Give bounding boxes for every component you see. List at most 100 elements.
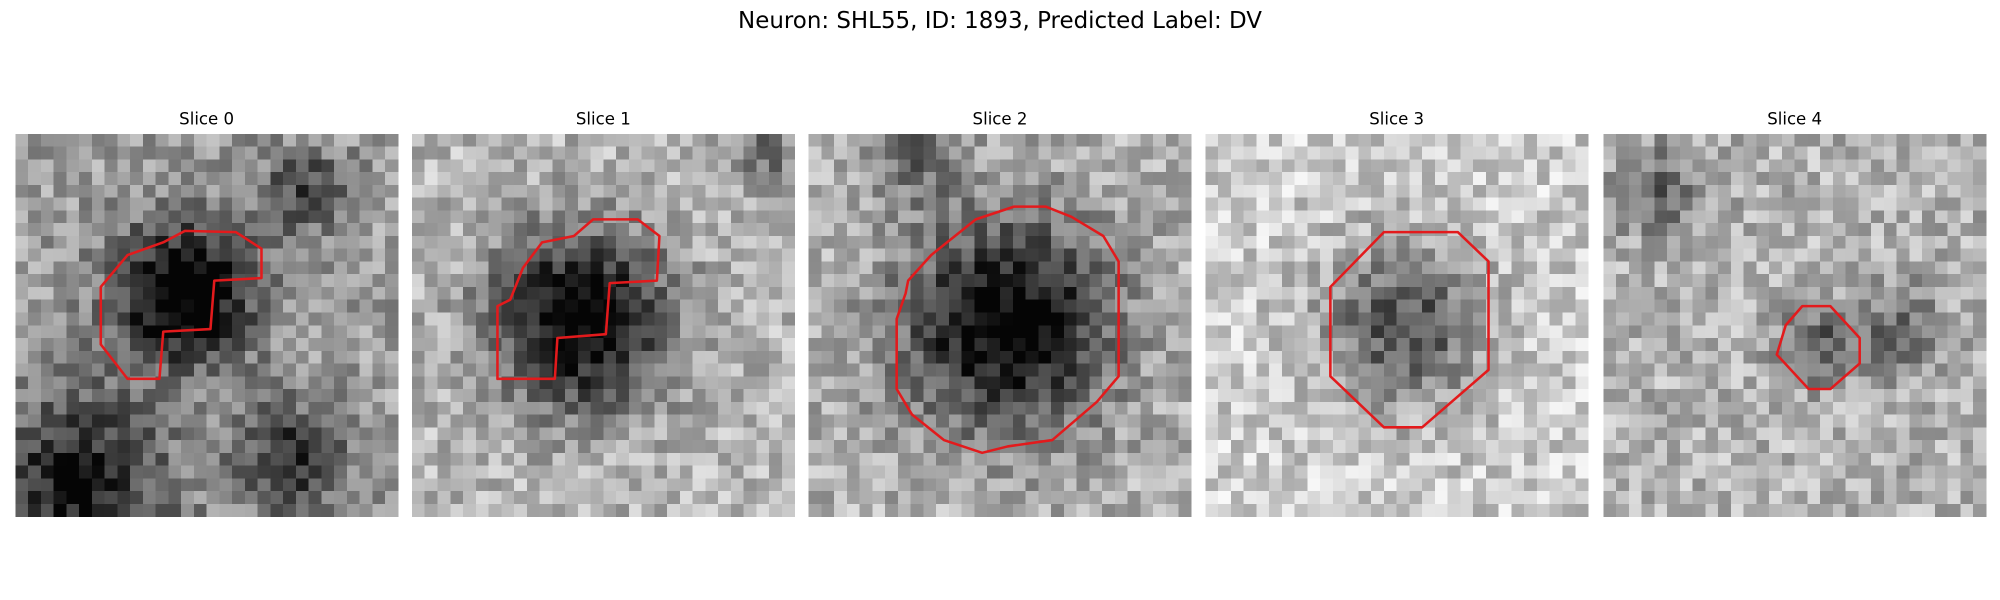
pixel: [526, 478, 540, 492]
pixel: [1756, 389, 1770, 403]
pixel: [385, 465, 399, 479]
pixel: [1243, 363, 1257, 377]
pixel: [1871, 146, 1885, 160]
pixel: [1063, 184, 1077, 199]
pixel: [1383, 286, 1398, 301]
pixel: [974, 261, 988, 275]
pixel: [1038, 401, 1052, 415]
pixel: [1536, 286, 1551, 301]
pixel: [424, 172, 438, 186]
pixel: [1524, 299, 1538, 313]
pixel: [1498, 223, 1512, 237]
pixel: [616, 223, 630, 237]
pixel: [91, 133, 105, 148]
pixel: [1127, 286, 1141, 301]
pixel: [1845, 197, 1859, 211]
pixel: [565, 248, 579, 262]
pixel: [667, 312, 681, 326]
pixel: [769, 235, 783, 250]
pixel: [1947, 491, 1961, 505]
pixel: [117, 210, 131, 224]
pixel: [155, 184, 169, 199]
pixel: [1127, 274, 1141, 288]
pixel: [897, 465, 912, 479]
pixel: [501, 478, 515, 492]
pixel: [1422, 261, 1436, 275]
pixel: [1114, 172, 1128, 186]
pixel: [526, 452, 540, 466]
pixel: [1794, 223, 1808, 237]
pixel: [1102, 350, 1116, 364]
pixel: [526, 440, 540, 454]
pixel: [539, 491, 553, 505]
pixel: [1025, 172, 1039, 186]
pixel: [1383, 414, 1398, 428]
pixel: [1603, 312, 1617, 326]
pixel: [372, 376, 386, 390]
pixel: [923, 350, 937, 364]
pixel: [321, 478, 335, 492]
pixel: [244, 210, 259, 224]
pixel: [1947, 350, 1961, 364]
pixel: [910, 338, 924, 352]
pixel: [91, 503, 105, 517]
pixel: [372, 312, 386, 326]
pixel: [66, 350, 80, 364]
pixel: [53, 465, 67, 479]
pixel: [1114, 465, 1128, 479]
pixel: [1871, 184, 1885, 199]
pixel: [1178, 261, 1192, 275]
pixel: [872, 172, 886, 186]
pixel: [475, 401, 489, 415]
pixel: [168, 159, 182, 173]
pixel: [232, 312, 246, 326]
pixel: [1256, 133, 1270, 148]
pixel: [885, 465, 899, 479]
pixel: [450, 312, 464, 326]
pixel: [577, 389, 591, 403]
pixel: [28, 414, 42, 428]
pixel: [1743, 172, 1757, 186]
pixel: [1396, 363, 1410, 377]
pixel: [334, 389, 348, 403]
pixel: [679, 172, 693, 186]
pixel: [1536, 363, 1551, 377]
pixel: [206, 223, 220, 237]
pixel: [1485, 401, 1500, 415]
pixel: [283, 503, 297, 517]
pixel: [1153, 401, 1167, 415]
pixel: [1628, 465, 1642, 479]
pixel: [1294, 465, 1308, 479]
pixel: [283, 465, 297, 479]
pixel: [359, 325, 373, 339]
pixel: [1422, 146, 1436, 160]
pixel: [40, 274, 54, 288]
pixel: [552, 159, 566, 173]
pixel: [872, 197, 886, 211]
pixel: [1654, 389, 1668, 403]
pixel: [475, 491, 489, 505]
pixel: [1549, 299, 1563, 313]
pixel: [1896, 299, 1910, 313]
pixel: [1076, 235, 1090, 250]
pixel: [295, 414, 310, 428]
pixel: [1165, 414, 1179, 428]
pixel: [1641, 197, 1655, 211]
pixel: [1498, 363, 1512, 377]
pixel: [15, 491, 29, 505]
pixel: [91, 146, 105, 160]
pixel: [1332, 491, 1347, 505]
pixel: [1769, 223, 1783, 237]
pixel: [1549, 223, 1563, 237]
pixel: [705, 184, 719, 199]
pixel: [1960, 159, 1974, 173]
pixel: [1205, 312, 1219, 326]
pixel: [1498, 338, 1512, 352]
pixel: [450, 172, 464, 186]
pixel: [1409, 299, 1423, 313]
pixel: [846, 465, 861, 479]
pixel: [1320, 133, 1334, 148]
pixel: [1422, 235, 1436, 250]
pixel: [1396, 440, 1410, 454]
pixel: [730, 440, 745, 454]
